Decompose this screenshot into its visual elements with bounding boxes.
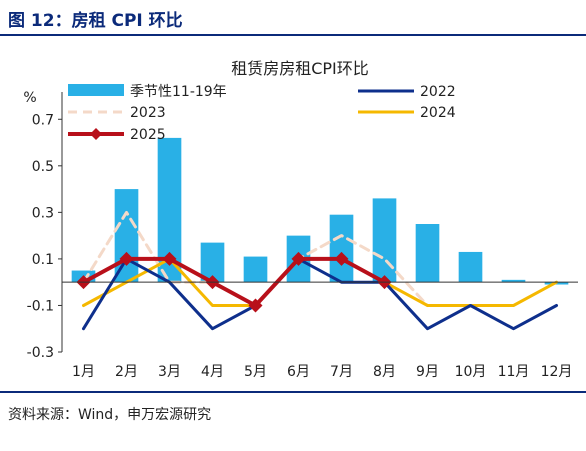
bar-9 [415,224,440,283]
x-tick-label: 11月 [498,364,530,380]
y-tick-label: -0.3 [27,345,54,361]
series-line-2022 [82,257,558,331]
x-tick-label: 3月 [158,364,181,380]
legend-item-2023: 2023 [68,105,166,121]
legend-label: 季节性11-19年 [130,84,227,100]
y-tick-label: -0.1 [27,298,54,314]
x-tick-label: 4月 [201,364,224,380]
y-tick-label: 0.7 [32,112,54,128]
chart: 租赁房房租CPI环比 % -0.3 -0.1 0.1 0.3 0.5 0.7 1月 2月 3月 4… [23,59,578,380]
series-line-2025 [81,256,387,308]
legend-item-2024: 2024 [358,105,456,121]
figure-title: 图 12：房租 CPI 环比 [8,11,183,31]
x-tick-label: 8月 [373,364,396,380]
y-tick-label: 0.3 [32,205,54,221]
legend-label: 2025 [130,127,166,143]
x-tick-label: 5月 [244,364,267,380]
series-marker-2025 [334,251,349,266]
bar-2 [114,189,139,283]
series-marker-2025 [162,251,177,266]
x-tick-label: 2月 [115,364,138,380]
legend-marker [90,128,102,140]
header-rule [0,34,586,36]
x-tick-label: 1月 [72,364,95,380]
x-tick-label: 10月 [455,364,487,380]
legend-item-2022: 2022 [358,84,456,100]
bar-7 [329,214,354,283]
footer-rule [0,391,586,393]
source-note: 资料来源：Wind，申万宏源研究 [8,407,212,423]
x-tick-label: 6月 [287,364,310,380]
bar-4 [200,242,225,283]
chart-title: 租赁房房租CPI环比 [231,59,369,78]
y-unit-label: % [23,90,36,106]
series-marker-2025 [119,251,134,266]
legend-item-季节性11-19年: 季节性11-19年 [68,84,227,100]
x-tick-label: 7月 [330,364,353,380]
legend-item-2025: 2025 [68,127,166,143]
x-tick-label: 12月 [541,364,573,380]
bar-8 [372,198,397,283]
x-tick-label: 9月 [416,364,439,380]
y-tick-label: 0.1 [32,252,54,268]
bar-5 [243,256,268,283]
series-marker-2025 [291,251,306,266]
bar-11 [501,279,526,283]
bar-3 [157,137,182,283]
series-marker-2025 [248,298,263,313]
legend-label: 2023 [130,105,166,121]
bar-10 [458,251,483,283]
legend-label: 2024 [420,105,456,121]
legend-label: 2022 [420,84,456,100]
y-tick-label: 0.5 [32,159,54,175]
legend-swatch [68,84,124,96]
